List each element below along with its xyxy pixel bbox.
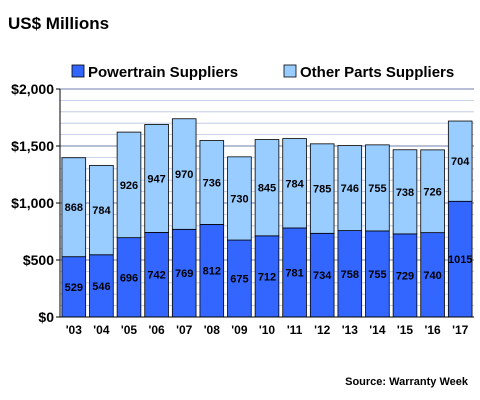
data-label-powertrain: 742 [147, 270, 165, 282]
data-label-powertrain: 1015 [448, 254, 472, 266]
y-tick-label: $500 [23, 252, 54, 268]
data-label-other-parts: 785 [313, 184, 331, 196]
bar-other-parts [116, 131, 142, 239]
data-label-powertrain: 729 [396, 270, 414, 282]
x-tick-label: '11 [287, 323, 303, 337]
y-tick-label: $1,500 [11, 138, 54, 154]
data-label-other-parts: 738 [396, 187, 414, 199]
legend: Powertrain Suppliers Other Parts Supplie… [71, 64, 454, 81]
data-label-other-parts: 947 [147, 173, 165, 185]
x-tick-label: '17 [452, 323, 469, 337]
bar-other-parts [282, 138, 307, 229]
data-label-powertrain: 755 [368, 269, 386, 281]
bar-other-parts [61, 157, 87, 258]
data-label-powertrain: 781 [285, 267, 303, 279]
data-label-powertrain: 529 [65, 282, 83, 294]
data-label-powertrain: 675 [230, 274, 248, 286]
legend-label-other-parts: Other Parts Suppliers [300, 64, 454, 81]
data-label-other-parts: 726 [423, 186, 441, 198]
data-label-other-parts: 926 [120, 180, 138, 192]
data-label-powertrain: 696 [120, 272, 138, 284]
x-tick-label: '05 [121, 323, 138, 337]
data-label-other-parts: 730 [230, 193, 248, 205]
data-label-other-parts: 784 [92, 205, 111, 217]
x-tick-label: '06 [148, 323, 165, 337]
x-tick-label: '04 [93, 323, 110, 337]
data-label-powertrain: 546 [92, 281, 110, 293]
plot-area: $0 $500 $1,000 $1,500 $2,000 529 868 '03 546 784 '… [11, 81, 474, 337]
x-tick-label: '08 [204, 323, 221, 337]
bar-other-parts [254, 139, 280, 237]
x-tick-label: '03 [66, 323, 83, 337]
legend-swatch-powertrain [71, 64, 85, 78]
legend-label-powertrain: Powertrain Suppliers [88, 64, 238, 81]
bar-other-parts [309, 143, 335, 234]
data-label-other-parts: 970 [175, 169, 193, 181]
y-tick-label: $2,000 [11, 81, 54, 97]
x-tick-label: '10 [259, 323, 276, 337]
chart-title: US$ Millions [8, 14, 109, 33]
y-tick-label: $1,000 [11, 195, 54, 211]
data-label-other-parts: 845 [258, 183, 276, 195]
bar-other-parts [227, 156, 252, 241]
data-label-powertrain: 812 [203, 266, 221, 278]
bar-other-parts [337, 145, 363, 231]
data-label-other-parts: 784 [285, 178, 304, 190]
source-note: Source: Warranty Week [345, 376, 469, 388]
data-label-powertrain: 769 [175, 268, 193, 280]
data-label-other-parts: 704 [451, 156, 470, 168]
bar-other-parts [447, 120, 473, 202]
bar-other-parts [365, 144, 390, 232]
x-tick-label: '14 [369, 323, 386, 337]
bar-other-parts [392, 149, 418, 235]
bar-other-parts [89, 164, 114, 256]
x-tick-label: '09 [231, 323, 248, 337]
legend-swatch-other-parts [283, 64, 297, 78]
bar-other-parts [144, 124, 169, 233]
data-label-powertrain: 734 [313, 270, 332, 282]
bar-other-parts [171, 118, 197, 230]
x-tick-label: '16 [424, 323, 441, 337]
data-label-powertrain: 758 [341, 269, 359, 281]
data-label-other-parts: 746 [341, 183, 359, 195]
data-label-other-parts: 868 [65, 202, 83, 214]
bar-other-parts [199, 140, 225, 225]
y-tick-label: $0 [38, 309, 54, 325]
data-label-powertrain: 712 [258, 271, 276, 283]
x-tick-label: '13 [342, 323, 359, 337]
data-label-powertrain: 740 [423, 270, 441, 282]
data-label-other-parts: 736 [203, 177, 221, 189]
data-label-other-parts: 755 [368, 183, 386, 195]
x-tick-label: '15 [397, 323, 414, 337]
x-tick-label: '07 [176, 323, 193, 337]
bar-other-parts [420, 149, 445, 234]
x-tick-label: '12 [314, 323, 331, 337]
